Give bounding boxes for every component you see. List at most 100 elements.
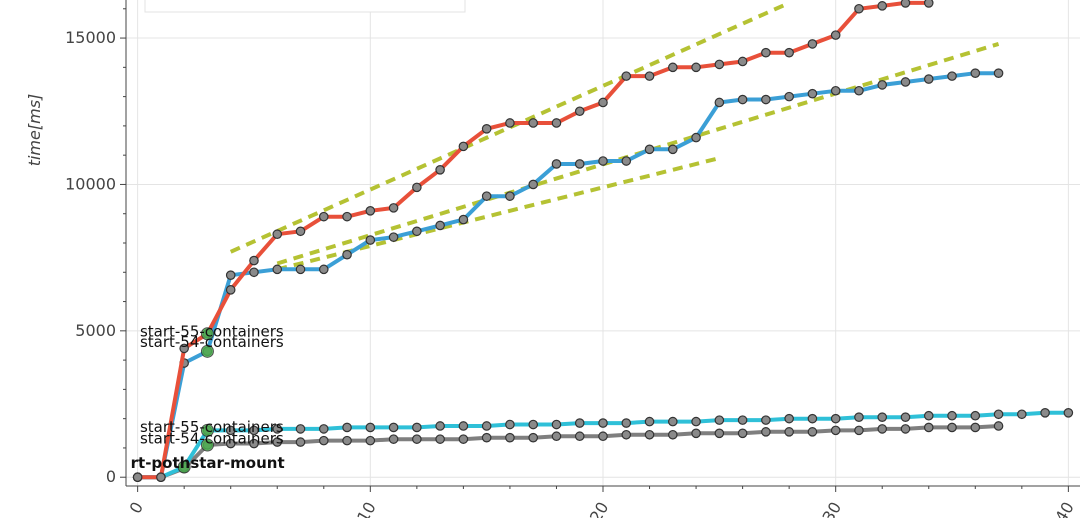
series-point — [342, 249, 352, 260]
series-point — [458, 434, 469, 444]
series-point — [877, 424, 888, 434]
series-point — [970, 68, 981, 78]
series-point — [691, 62, 701, 73]
series-line — [137, 0, 929, 480]
legend-box-partial — [144, 0, 466, 13]
series-point — [854, 425, 864, 436]
series-point — [458, 141, 469, 152]
series-point — [551, 159, 562, 169]
series-point — [179, 343, 189, 354]
series-point — [923, 422, 934, 433]
series-point — [900, 412, 911, 422]
annotations: start-55-containersstart-54-containersst… — [131, 323, 285, 474]
series-point — [388, 434, 399, 444]
series-point — [295, 226, 306, 237]
series-point — [481, 421, 492, 431]
series-point — [644, 416, 655, 427]
series-point — [365, 205, 376, 216]
series-point — [621, 418, 632, 428]
series-point — [574, 106, 585, 117]
series-point — [458, 214, 469, 225]
series-point — [249, 267, 259, 278]
series-point — [412, 434, 422, 444]
annotation-marker — [200, 438, 214, 452]
series-point — [342, 211, 352, 222]
series-point — [807, 88, 818, 99]
series-point — [691, 416, 701, 427]
series-point — [505, 432, 515, 443]
series-point — [505, 419, 515, 430]
series-point — [877, 80, 888, 90]
series-point — [970, 422, 981, 433]
series-point — [272, 437, 283, 447]
series-point — [947, 422, 957, 433]
series-point — [854, 3, 864, 14]
y-tick-label: 15000 — [65, 28, 116, 47]
series-point — [388, 203, 399, 213]
series-point — [993, 421, 1004, 431]
annotation-marker — [177, 460, 191, 474]
series-point — [528, 118, 538, 128]
series-point — [621, 429, 632, 440]
series-point — [481, 191, 492, 201]
series-point — [318, 211, 329, 222]
series-point — [668, 62, 678, 73]
series-point — [947, 71, 957, 81]
x-tick-label: 40 — [1051, 499, 1078, 518]
series-point — [458, 421, 469, 431]
series-point — [412, 226, 422, 237]
series-point — [993, 68, 1004, 78]
series-point — [900, 0, 911, 8]
series-point — [551, 431, 562, 442]
series-point — [295, 424, 306, 434]
series-point — [481, 124, 492, 134]
series-point — [272, 229, 283, 240]
series-point — [505, 191, 515, 201]
series-point — [947, 410, 957, 421]
series-point — [784, 413, 794, 424]
series-point — [900, 424, 911, 434]
series-point — [225, 270, 236, 281]
series-point — [574, 159, 585, 169]
series-point — [854, 412, 864, 422]
series-point — [132, 472, 143, 483]
series-point — [272, 424, 283, 434]
series-point — [388, 422, 399, 433]
annotation-label: start-55-containers — [140, 418, 284, 436]
series-point — [784, 91, 794, 102]
series-point — [598, 418, 608, 428]
series-point — [435, 434, 445, 444]
series-point — [342, 422, 352, 433]
series-point — [900, 77, 911, 87]
series-point — [691, 132, 701, 143]
series-point — [807, 39, 818, 49]
series-point — [761, 94, 771, 105]
series-point — [365, 422, 376, 433]
annotation-marker — [200, 423, 214, 437]
series-point — [691, 428, 701, 439]
y-tick-label: 5000 — [75, 321, 116, 340]
series-point — [830, 425, 841, 436]
series-point — [877, 1, 888, 11]
series-point — [318, 424, 329, 434]
series-point — [807, 413, 818, 424]
series-point — [923, 0, 934, 8]
series-point — [761, 427, 771, 437]
series-point — [668, 144, 678, 155]
series-point — [551, 419, 562, 430]
data-series — [132, 0, 1074, 483]
series-point — [528, 419, 538, 430]
series-point — [923, 410, 934, 421]
series-point — [644, 144, 655, 155]
y-tick-label: 10000 — [65, 174, 116, 193]
series-point — [923, 74, 934, 84]
series-point — [528, 432, 538, 443]
x-tick-label: 10 — [353, 499, 380, 518]
series-point — [644, 429, 655, 440]
series-point — [737, 94, 748, 105]
series-point — [1040, 408, 1050, 418]
series-point — [598, 97, 608, 108]
series-point — [830, 413, 841, 424]
